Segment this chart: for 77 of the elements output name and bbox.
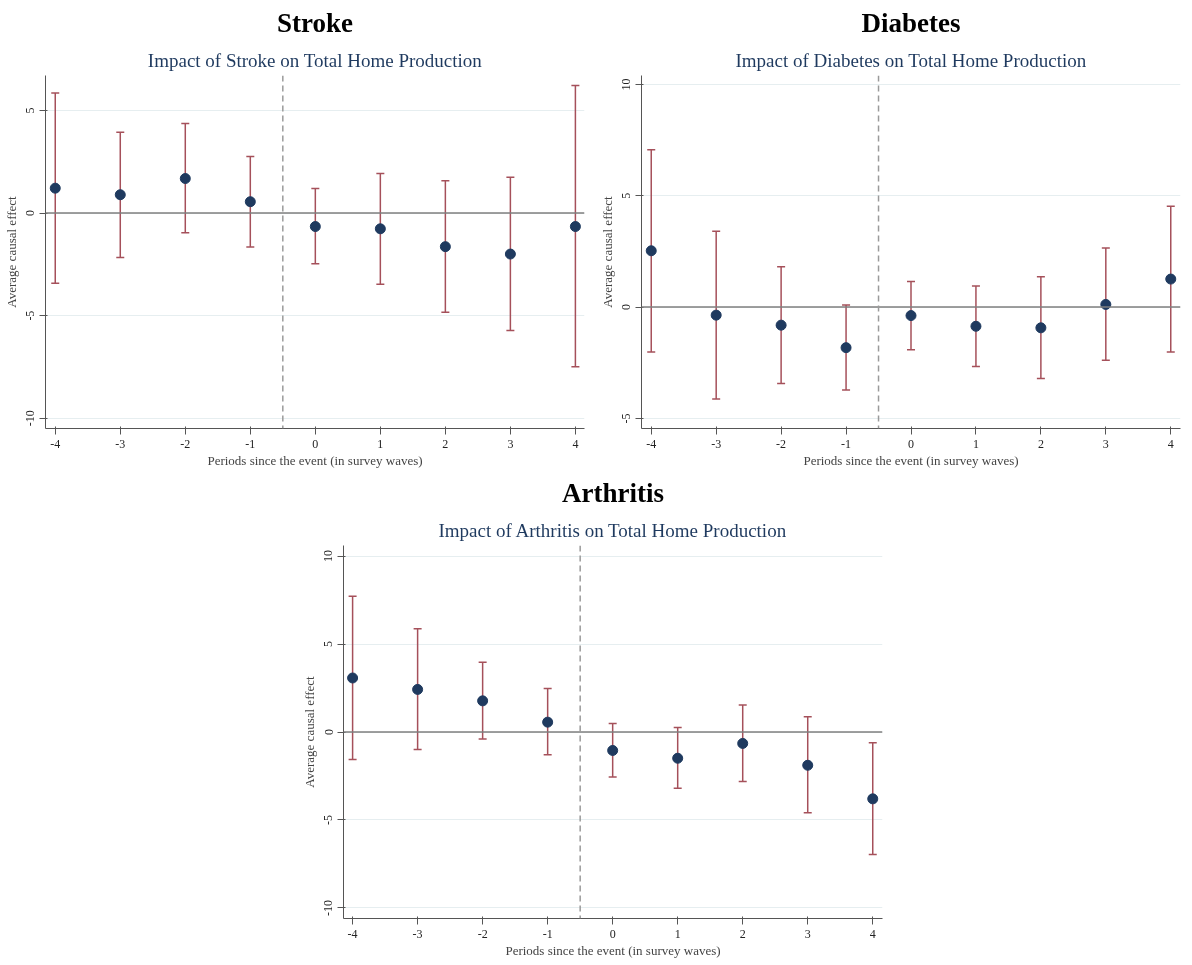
y-tick-label: -5 xyxy=(23,310,38,321)
x-tick-label: 2 xyxy=(1037,436,1044,451)
x-tick-label: 4 xyxy=(1167,436,1174,451)
y-axis-title: Average causal effect xyxy=(3,195,19,308)
point xyxy=(905,310,917,322)
y-tick-label: 10 xyxy=(619,78,634,91)
y-tick-label: -5 xyxy=(321,814,336,825)
x-tick-label: 1 xyxy=(674,926,681,941)
point xyxy=(970,320,982,332)
x-tick-label: 0 xyxy=(908,436,914,451)
x-tick-label: -4 xyxy=(347,926,358,941)
y-tick-label: 0 xyxy=(619,304,634,311)
x-tick-label: -4 xyxy=(50,436,61,451)
point xyxy=(49,182,61,194)
point xyxy=(1035,322,1047,334)
point xyxy=(412,683,424,695)
x-axis-title: Periods since the event (in survey waves) xyxy=(207,452,423,468)
y-tick-label: 0 xyxy=(23,210,38,217)
x-tick-label: 1 xyxy=(972,436,979,451)
x-tick-label: -2 xyxy=(776,436,787,451)
x-tick-label: 3 xyxy=(1102,436,1109,451)
x-tick-label: 0 xyxy=(609,926,616,941)
x-tick-label: -3 xyxy=(412,926,423,941)
y-tick-label: -10 xyxy=(321,899,336,916)
y-tick-label: -10 xyxy=(23,410,38,427)
point xyxy=(244,196,256,208)
y-tick-label: 5 xyxy=(23,107,38,114)
point xyxy=(775,319,787,331)
x-axis-title: Periods since the event (in survey waves) xyxy=(505,942,721,958)
y-tick-label: 5 xyxy=(321,641,336,648)
point xyxy=(607,744,619,756)
point xyxy=(504,248,516,260)
x-axis-title: Periods since the event (in survey waves) xyxy=(803,452,1019,468)
point xyxy=(569,221,581,233)
point xyxy=(439,241,451,253)
y-tick-label: 0 xyxy=(321,729,336,735)
x-tick-label: -2 xyxy=(477,926,488,941)
x-tick-label: -1 xyxy=(245,436,256,451)
y-axis-title: Average causal effect xyxy=(599,195,615,308)
x-tick-label: -3 xyxy=(711,436,722,451)
x-tick-label: 1 xyxy=(377,436,384,451)
y-tick-label: -5 xyxy=(619,413,634,424)
point xyxy=(867,793,879,805)
chart-title: Arthritis xyxy=(562,477,664,508)
point xyxy=(114,189,126,201)
point xyxy=(672,752,684,764)
y-axis-title: Average causal effect xyxy=(301,675,317,788)
point xyxy=(542,716,554,728)
chart-subtitle: Impact of Stroke on Total Home Production xyxy=(147,49,483,71)
point xyxy=(309,221,321,233)
chart-subtitle: Impact of Diabetes on Total Home Production xyxy=(735,49,1087,71)
x-tick-label: 2 xyxy=(739,926,746,941)
x-tick-label: 4 xyxy=(869,926,876,941)
x-tick-label: 3 xyxy=(507,436,514,451)
y-tick-label: 5 xyxy=(619,192,634,199)
point xyxy=(1165,273,1177,285)
chart-subtitle: Impact of Arthritis on Total Home Production xyxy=(438,519,787,541)
point xyxy=(179,173,191,185)
y-tick-label: 10 xyxy=(321,550,336,563)
x-tick-label: 2 xyxy=(442,436,449,451)
x-tick-label: -1 xyxy=(841,436,852,451)
point xyxy=(374,223,386,235)
x-tick-label: 3 xyxy=(804,926,811,941)
x-tick-label: -2 xyxy=(180,436,191,451)
point xyxy=(347,672,359,684)
point xyxy=(840,342,852,354)
x-tick-label: -1 xyxy=(542,926,553,941)
point xyxy=(737,737,749,749)
point xyxy=(802,759,814,771)
x-tick-label: 4 xyxy=(572,436,579,451)
point xyxy=(477,695,489,707)
chart-title: Diabetes xyxy=(861,7,961,38)
chart-title: Stroke xyxy=(277,7,354,38)
x-tick-label: -4 xyxy=(646,436,657,451)
point xyxy=(645,245,657,257)
x-tick-label: -3 xyxy=(115,436,126,451)
point xyxy=(710,309,722,321)
